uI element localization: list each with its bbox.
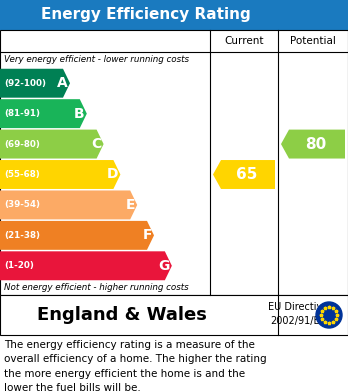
Text: (69-80): (69-80)	[4, 140, 40, 149]
Text: 80: 80	[306, 136, 327, 152]
Text: Potential: Potential	[290, 36, 336, 46]
Text: G: G	[158, 259, 170, 273]
Bar	[0, 295, 348, 335]
Polygon shape	[213, 160, 275, 189]
Polygon shape	[0, 69, 70, 98]
Bar	[0, 0, 348, 30]
Text: (21-38): (21-38)	[4, 231, 40, 240]
Text: B: B	[74, 107, 85, 121]
Text: 2002/91/EC: 2002/91/EC	[270, 316, 326, 326]
Text: (39-54): (39-54)	[4, 201, 40, 210]
Text: D: D	[107, 167, 118, 181]
Polygon shape	[0, 99, 87, 128]
Bar	[0, 30, 348, 295]
Text: Current: Current	[224, 36, 264, 46]
Text: F: F	[142, 228, 152, 242]
Text: England & Wales: England & Wales	[37, 306, 207, 324]
Polygon shape	[0, 251, 172, 280]
Text: 65: 65	[236, 167, 258, 182]
Polygon shape	[0, 129, 104, 158]
Text: (92-100): (92-100)	[4, 79, 46, 88]
Text: EU Directive: EU Directive	[268, 302, 328, 312]
Text: Energy Efficiency Rating: Energy Efficiency Rating	[41, 7, 251, 23]
Polygon shape	[0, 190, 137, 219]
Text: (55-68): (55-68)	[4, 170, 40, 179]
Polygon shape	[0, 221, 154, 250]
Text: The energy efficiency rating is a measure of the
overall efficiency of a home. T: The energy efficiency rating is a measur…	[4, 340, 267, 391]
Text: E: E	[126, 198, 135, 212]
Circle shape	[316, 302, 342, 328]
Text: C: C	[91, 137, 102, 151]
Text: Very energy efficient - lower running costs: Very energy efficient - lower running co…	[4, 56, 189, 65]
Polygon shape	[281, 129, 345, 158]
Text: Not energy efficient - higher running costs: Not energy efficient - higher running co…	[4, 283, 189, 292]
Text: (1-20): (1-20)	[4, 261, 34, 270]
Polygon shape	[0, 160, 120, 189]
Text: A: A	[57, 76, 68, 90]
Text: (81-91): (81-91)	[4, 109, 40, 118]
